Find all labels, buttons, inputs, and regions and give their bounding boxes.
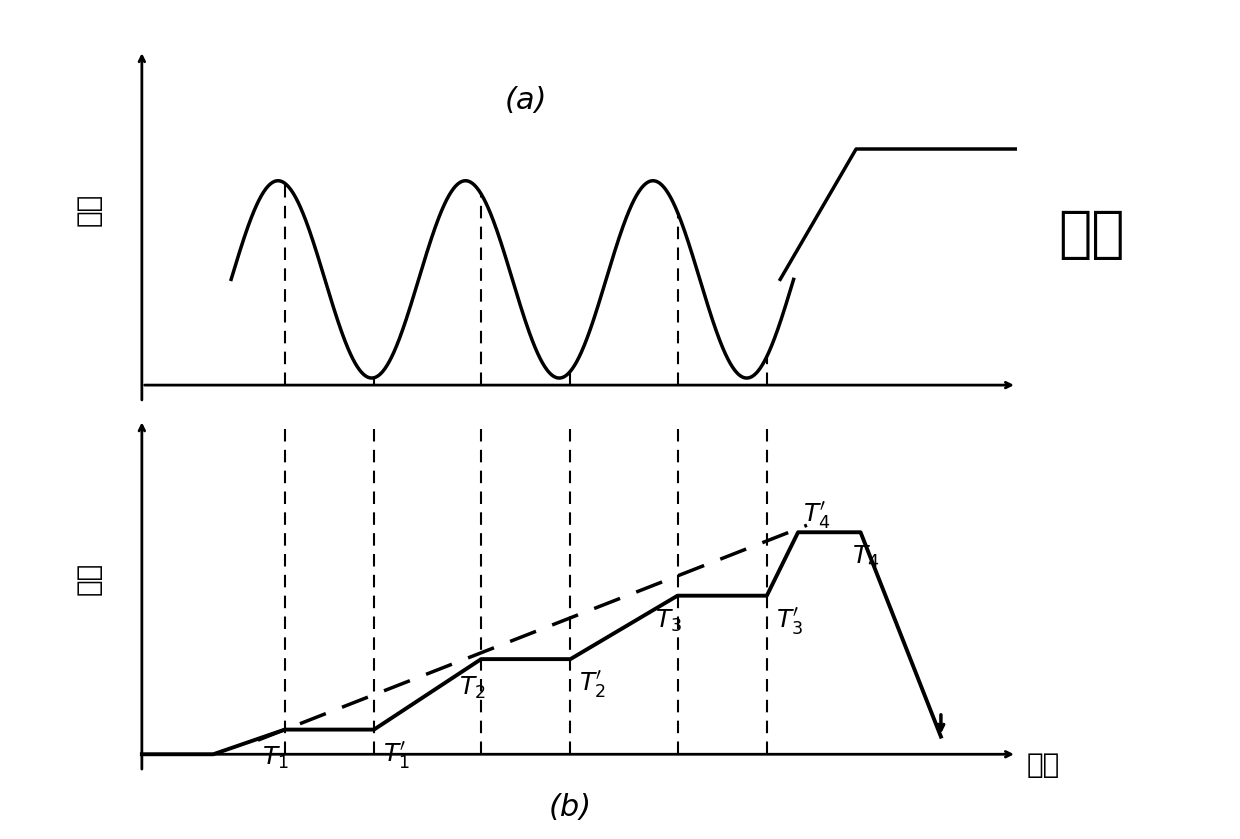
Text: 温度: 温度 — [74, 561, 102, 595]
Text: $T_2$: $T_2$ — [459, 675, 486, 701]
Text: $T_3^{\prime}$: $T_3^{\prime}$ — [776, 606, 802, 637]
Text: $T_4^{\prime}$: $T_4^{\prime}$ — [802, 500, 830, 531]
Text: $T_2^{\prime}$: $T_2^{\prime}$ — [579, 669, 606, 700]
Text: $T_3$: $T_3$ — [655, 607, 682, 633]
Text: 时间: 时间 — [1027, 751, 1060, 779]
Text: $T_1$: $T_1$ — [263, 745, 289, 771]
Text: (a): (a) — [505, 86, 547, 115]
Text: (b): (b) — [549, 793, 591, 822]
Text: 压力: 压力 — [74, 192, 102, 226]
Text: $T_4$: $T_4$ — [852, 544, 879, 571]
Text: 充氢: 充氢 — [1058, 208, 1125, 262]
Text: $T_1^{\prime}$: $T_1^{\prime}$ — [383, 739, 409, 770]
